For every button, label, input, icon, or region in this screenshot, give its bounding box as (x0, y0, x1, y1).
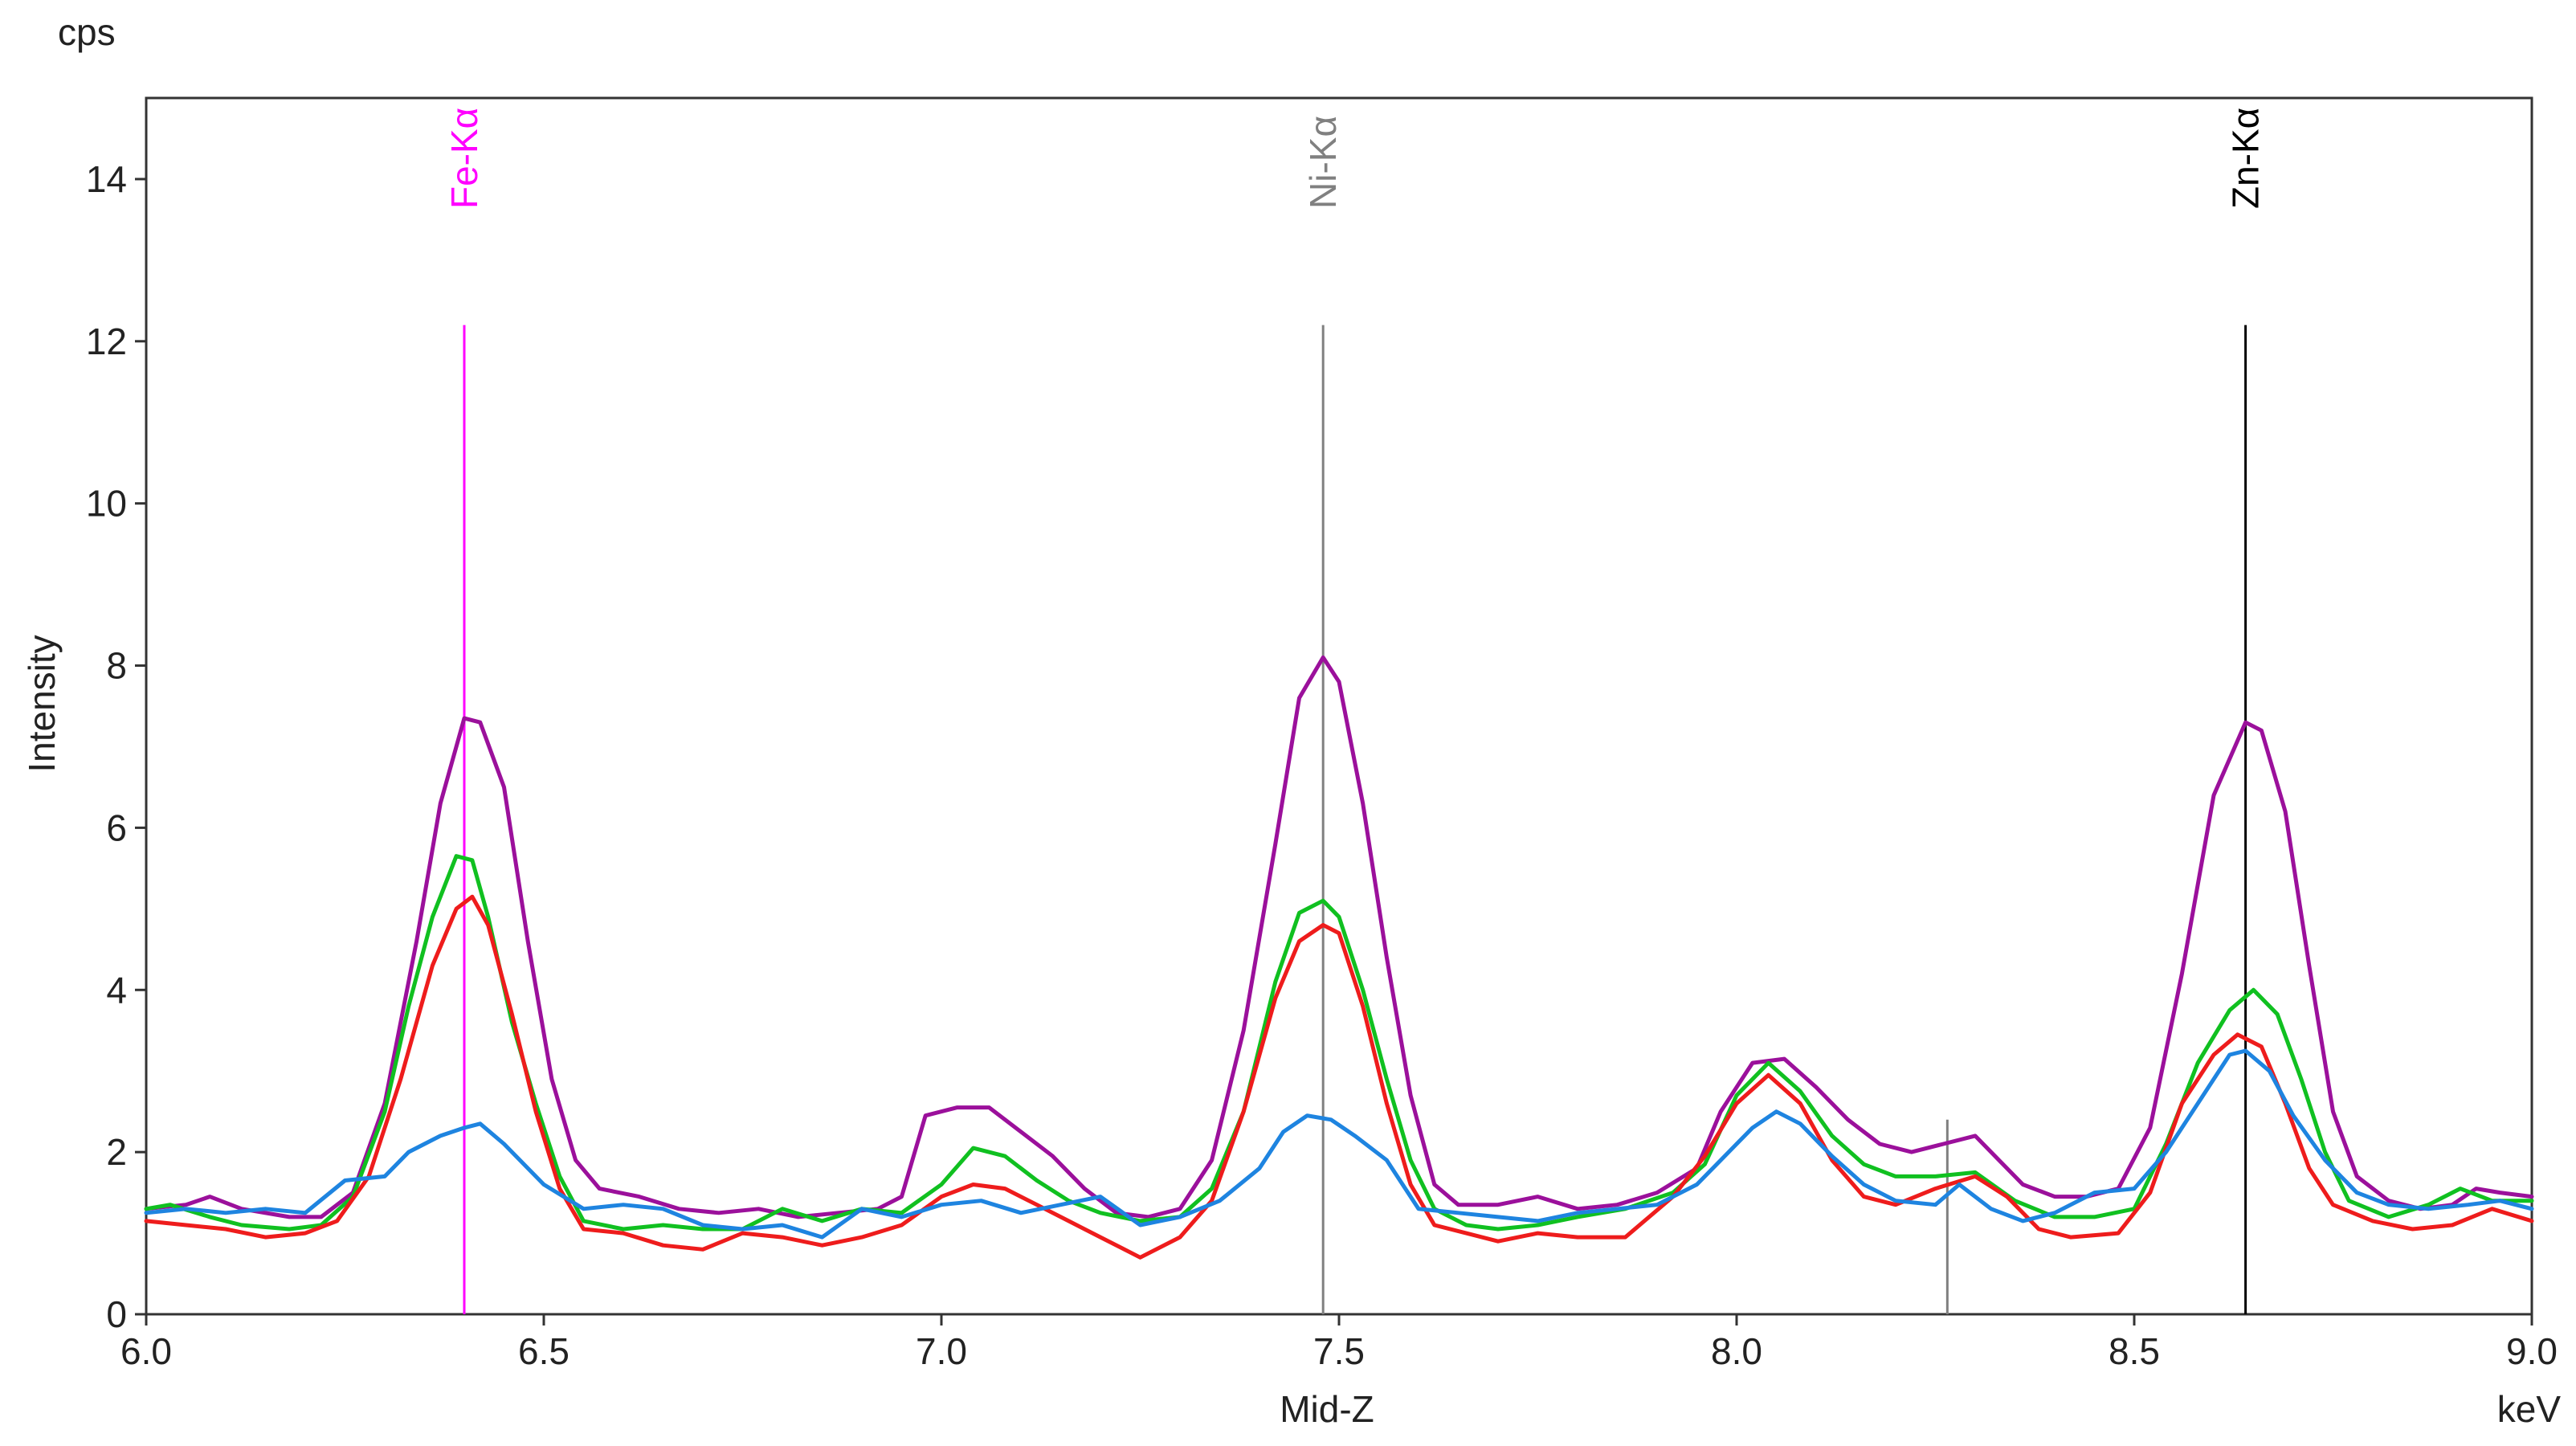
x-axis-title: Mid-Z (1280, 1388, 1374, 1430)
marker-label: Ni-Kα (1302, 116, 1344, 209)
y-axis-ticks: 0 2 4 6 8 10 12 14 (86, 158, 146, 1335)
x-tick-label: 6.0 (120, 1330, 172, 1372)
y-axis-title: Intensity (21, 635, 63, 772)
x-axis-ticks: 6.0 6.5 7.0 7.5 8.0 8.5 9.0 (120, 1314, 2558, 1372)
x-tick-label: 6.5 (518, 1330, 569, 1372)
y-tick-label: 0 (106, 1293, 127, 1335)
x-tick-label: 7.0 (916, 1330, 967, 1372)
marker-label: Zn-Kα (2225, 108, 2267, 209)
y-tick-label: 6 (106, 807, 127, 848)
marker-label: Fe-Kα (443, 108, 485, 209)
series-line (144, 1048, 2534, 1240)
y-tick-label: 4 (106, 969, 127, 1011)
y-unit-label: cps (58, 11, 116, 53)
y-tick-label: 2 (106, 1131, 127, 1173)
series-layer (144, 655, 2534, 1260)
series-line (144, 655, 2534, 1219)
y-tick-label: 8 (106, 645, 127, 687)
series-line (144, 894, 2534, 1260)
element-marker-layer: Fe-Kα Ni-Kα Zn-Kα (443, 108, 2267, 1314)
x-tick-label: 8.0 (1711, 1330, 1762, 1372)
x-tick-label: 7.5 (1313, 1330, 1365, 1372)
x-unit-label: keV (2497, 1388, 2562, 1430)
y-tick-label: 14 (86, 158, 127, 200)
y-tick-label: 12 (86, 321, 127, 362)
x-tick-label: 8.5 (2109, 1330, 2160, 1372)
x-tick-label: 9.0 (2506, 1330, 2558, 1372)
y-tick-label: 10 (86, 483, 127, 525)
